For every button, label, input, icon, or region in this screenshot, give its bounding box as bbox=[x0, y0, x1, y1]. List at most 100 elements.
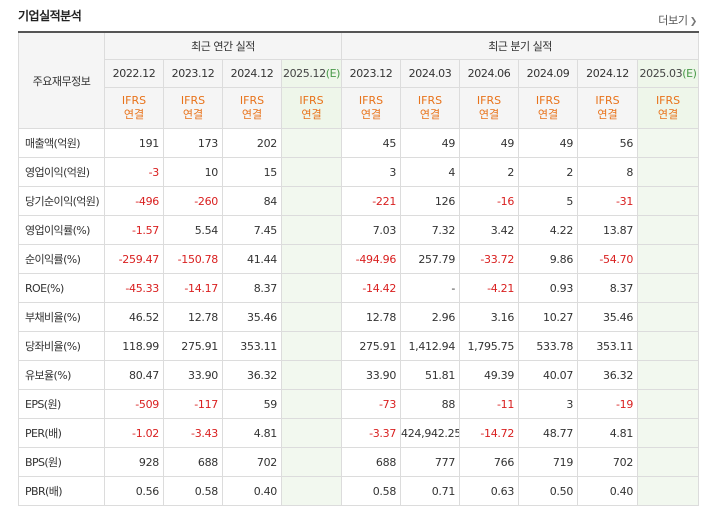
table-cell: -259.47 bbox=[104, 244, 164, 274]
table-cell bbox=[280, 360, 343, 390]
table-cell: 9.86 bbox=[518, 244, 579, 274]
table-cell: 35.46 bbox=[222, 302, 282, 332]
table-cell: -221 bbox=[341, 186, 402, 216]
table-row: 매출액(억원) 191 173 202 45 49 49 49 56 bbox=[18, 128, 700, 158]
table-cell bbox=[637, 476, 700, 506]
table-cell: 533.78 bbox=[518, 331, 579, 361]
table-cell: 2 bbox=[518, 157, 579, 187]
table-cell: 46.52 bbox=[104, 302, 164, 332]
table-cell: 1,795.75 bbox=[459, 331, 520, 361]
table-row: 당좌비율(%) 118.99 275.91 353.11 275.91 1,412.94 1… bbox=[18, 331, 700, 361]
more-link[interactable]: 더보기 ❯ bbox=[658, 12, 697, 28]
table-cell: -16 bbox=[459, 186, 520, 216]
table-cell bbox=[280, 418, 343, 448]
table-cell: 4.81 bbox=[222, 418, 282, 448]
table-cell: 0.58 bbox=[341, 476, 402, 506]
table-cell: -1.02 bbox=[104, 418, 164, 448]
table-cell: 2.96 bbox=[400, 302, 461, 332]
table-cell: 0.40 bbox=[222, 476, 282, 506]
table-cell: -45.33 bbox=[104, 273, 164, 303]
table-cell: 3.16 bbox=[459, 302, 520, 332]
row-label: 매출액(억원) bbox=[18, 128, 105, 158]
table-cell: 118.99 bbox=[104, 331, 164, 361]
table-cell: -494.96 bbox=[341, 244, 402, 274]
table-cell: 48.77 bbox=[518, 418, 579, 448]
ifrs-label: IFRS 연결 bbox=[222, 87, 282, 129]
table-cell bbox=[637, 360, 700, 390]
ifrs-label: IFRS 연결 bbox=[400, 87, 461, 129]
table-row: 유보율(%) 80.47 33.90 36.32 33.90 51.81 49.39 40.0… bbox=[18, 360, 700, 390]
table-cell: 33.90 bbox=[163, 360, 223, 390]
table-cell: 3 bbox=[341, 157, 402, 187]
row-label: 순이익률(%) bbox=[18, 244, 105, 274]
row-label: BPS(원) bbox=[18, 447, 105, 477]
table-cell: 8 bbox=[577, 157, 639, 187]
table-cell: 80.47 bbox=[104, 360, 164, 390]
table-row: PBR(배) 0.56 0.58 0.40 0.58 0.71 0.63 0.50 0.40 bbox=[18, 476, 700, 506]
table-cell: 84 bbox=[222, 186, 282, 216]
row-label: PER(배) bbox=[18, 418, 105, 448]
table-cell: -33.72 bbox=[459, 244, 520, 274]
quarter-period-header: 2024.03 bbox=[400, 59, 461, 88]
ifrs-label: IFRS 연결 bbox=[518, 87, 579, 129]
table-cell: -509 bbox=[104, 389, 164, 419]
table-cell: 12.78 bbox=[163, 302, 223, 332]
table-cell: 928 bbox=[104, 447, 164, 477]
table-row: EPS(원) -509 -117 59 -73 88 -11 3 -19 bbox=[18, 389, 700, 419]
table-cell: 88 bbox=[400, 389, 461, 419]
table-cell: 275.91 bbox=[341, 331, 402, 361]
table-cell: 0.71 bbox=[400, 476, 461, 506]
table-cell: 353.11 bbox=[577, 331, 639, 361]
table-cell: 49 bbox=[400, 128, 461, 158]
table-cell bbox=[637, 215, 700, 245]
table-cell: 0.50 bbox=[518, 476, 579, 506]
table-cell: -3.37 bbox=[341, 418, 402, 448]
table-cell: 126 bbox=[400, 186, 461, 216]
annual-period-header: 2022.12 bbox=[104, 59, 164, 88]
ifrs-label: IFRS 연결 bbox=[577, 87, 639, 129]
table-cell: 777 bbox=[400, 447, 461, 477]
table-cell: 49.39 bbox=[459, 360, 520, 390]
table-row: 순이익률(%) -259.47 -150.78 41.44 -494.96 257.79-… bbox=[18, 244, 700, 274]
table-cell: -150.78 bbox=[163, 244, 223, 274]
row-label: 당기순이익(억원) bbox=[18, 186, 105, 216]
table-cell: -3 bbox=[104, 157, 164, 187]
table-cell: 191 bbox=[104, 128, 164, 158]
row-label: 부채비율(%) bbox=[18, 302, 105, 332]
table-cell: -117 bbox=[163, 389, 223, 419]
table-cell bbox=[280, 157, 343, 187]
annual-group-header: 최근 연간 실적 bbox=[103, 31, 343, 60]
table-cell bbox=[280, 447, 343, 477]
table-cell: 5 bbox=[518, 186, 579, 216]
table-cell: 719 bbox=[518, 447, 579, 477]
more-label: 더보기 bbox=[658, 14, 688, 27]
annual-period-header: 2024.12 bbox=[222, 59, 282, 88]
ifrs-label: IFRS 연결 bbox=[341, 87, 402, 129]
table-cell: 173 bbox=[163, 128, 223, 158]
table-cell: 41.44 bbox=[222, 244, 282, 274]
row-label: ROE(%) bbox=[18, 273, 105, 303]
table-cell: 0.58 bbox=[163, 476, 223, 506]
quarter-period-header: 2024.12 bbox=[577, 59, 639, 88]
table-cell: -14.72 bbox=[459, 418, 520, 448]
table-cell bbox=[280, 186, 343, 216]
table-cell: 13.87 bbox=[577, 215, 639, 245]
table-cell bbox=[280, 331, 343, 361]
table-cell bbox=[637, 244, 700, 274]
table-cell: -4.21 bbox=[459, 273, 520, 303]
row-label: 영업이익률(%) bbox=[18, 215, 105, 245]
table-cell: 2 bbox=[459, 157, 520, 187]
table-cell: 7.32 bbox=[400, 215, 461, 245]
table-cell bbox=[280, 244, 343, 274]
table-cell: -14.42 bbox=[341, 273, 402, 303]
table-cell: 353.11 bbox=[222, 331, 282, 361]
table-cell: 10.27 bbox=[518, 302, 579, 332]
table-cell: 40.07 bbox=[518, 360, 579, 390]
table-cell: 0.63 bbox=[459, 476, 520, 506]
quarter-period-header: 2024.06 bbox=[459, 59, 520, 88]
table-cell: 4.81 bbox=[577, 418, 639, 448]
table-cell: 59 bbox=[222, 389, 282, 419]
table-cell: -54.70 bbox=[577, 244, 639, 274]
table-cell: 49 bbox=[459, 128, 520, 158]
table-cell: -260 bbox=[163, 186, 223, 216]
